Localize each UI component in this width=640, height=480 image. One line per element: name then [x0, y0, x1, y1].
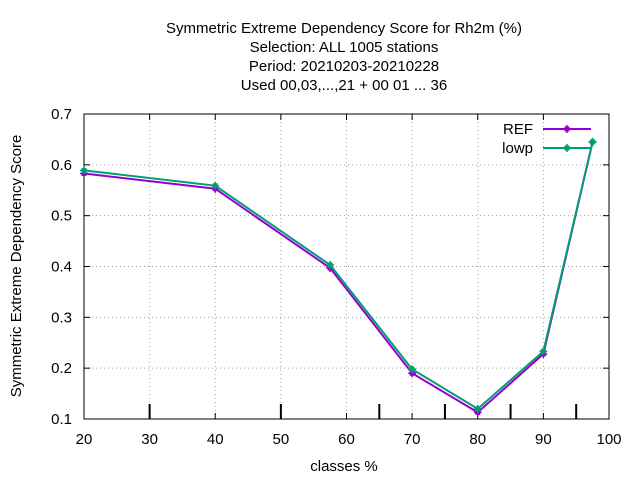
title-line-4: Used 00,03,...,21 + 00 01 ... 36: [241, 77, 447, 94]
x-tick-label: 50: [273, 431, 290, 448]
data-point-lowp: [211, 181, 220, 190]
data-point-lowp: [588, 137, 597, 146]
y-tick-label: 0.7: [51, 106, 72, 123]
legend-marker-lowp: [563, 144, 571, 152]
legend: REF lowp: [502, 121, 591, 157]
y-tick-label: 0.5: [51, 208, 72, 225]
legend-label-lowp: lowp: [502, 140, 533, 157]
y-tick-label: 0.3: [51, 309, 72, 326]
series-line-ref: [83, 141, 594, 414]
data-point-lowp: [326, 260, 335, 269]
grid: [84, 114, 609, 419]
axis-ticks: [83, 113, 610, 420]
x-axis-label: classes %: [310, 458, 378, 475]
data-point-lowp: [80, 166, 88, 175]
x-tick-label: 40: [207, 431, 224, 448]
y-axis-label: Symmetric Extreme Dependency Score: [8, 135, 25, 398]
bottom-marks: [148, 404, 578, 419]
data-point-lowp: [408, 365, 417, 374]
x-tick-label: 80: [469, 431, 486, 448]
title-line-3: Period: 20210203-20210228: [249, 58, 439, 75]
legend-label-ref: REF: [503, 121, 533, 138]
x-tick-label: 90: [535, 431, 552, 448]
chart-title: Symmetric Extreme Dependency Score for R…: [166, 20, 522, 94]
y-tick-label: 0.4: [51, 259, 72, 276]
x-tick-label: 100: [596, 431, 621, 448]
data-point-lowp: [473, 404, 482, 413]
title-line-1: Symmetric Extreme Dependency Score for R…: [166, 20, 522, 37]
series-group: [80, 137, 597, 417]
title-line-2: Selection: ALL 1005 stations: [250, 39, 439, 56]
x-tick-label: 30: [141, 431, 158, 448]
x-tick-label: 20: [76, 431, 93, 448]
legend-marker-ref: [563, 125, 571, 133]
y-tick-label: 0.6: [51, 157, 72, 174]
x-tick-label: 60: [338, 431, 355, 448]
y-tick-label: 0.1: [51, 411, 72, 428]
y-tick-labels: 0.1 0.2 0.3 0.4 0.5 0.6 0.7: [51, 106, 72, 428]
x-tick-label: 70: [404, 431, 421, 448]
data-point-lowp: [539, 347, 548, 356]
y-tick-label: 0.2: [51, 360, 72, 377]
x-tick-labels: 20 30 40 50 60 70 80 90 100: [76, 431, 622, 448]
